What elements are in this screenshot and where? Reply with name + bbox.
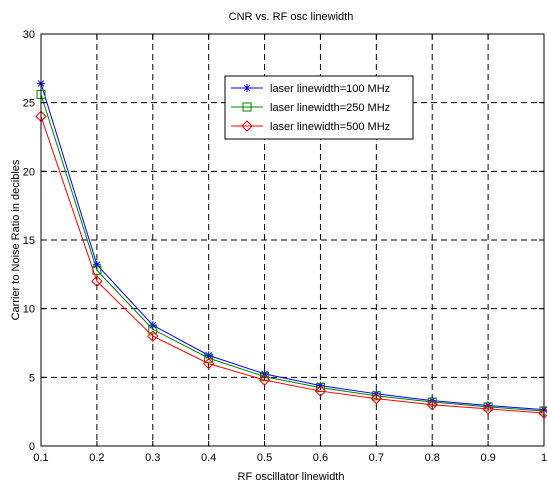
data-point-marker [371,391,381,401]
data-point-marker [427,397,437,407]
x-tick-label: 0.3 [145,452,160,464]
data-point-marker [260,369,269,378]
data-point-marker [204,351,213,360]
y-tick-label: 15 [23,235,35,247]
data-point-marker [92,260,101,269]
series-2 [36,89,547,416]
series-line [40,94,545,412]
legend-marker [241,120,253,132]
series-line [40,83,545,411]
y-tick-label: 25 [23,98,35,110]
legend-item: laser linewidth=500 MHz [231,120,390,133]
legend: laser linewidth=100 MHz laser linewidth=2… [224,75,414,140]
x-tick-label: 0.7 [369,452,384,464]
x-tick-label: 0.8 [425,452,440,464]
y-tick-label: 5 [29,372,35,384]
x-tick-label: 0.2 [89,452,104,464]
y-axis-label: Carrier to Noise Ratio in decibles [10,159,22,320]
data-point-marker [147,330,159,342]
x-axis-label: RF oscillator linewidth [238,471,345,483]
y-tick-label: 10 [23,304,35,316]
legend-label: laser linewidth=250 MHz [270,102,390,114]
data-point-marker [370,392,383,405]
y-tick-label: 20 [23,166,35,178]
data-point-marker [204,353,214,363]
data-point-marker [260,372,270,382]
data-point-marker [91,275,103,287]
data-point-marker [314,385,327,397]
data-point-marker [148,324,158,334]
data-point-marker [426,399,438,411]
data-point-marker [258,374,271,386]
data-point-marker [482,403,494,415]
y-tick-label: 30 [23,29,35,41]
data-point-marker [483,402,493,412]
legend-item: laser linewidth=100 MHz [231,83,390,95]
x-tick-label: 0.4 [201,452,216,464]
legend-item: laser linewidth=250 MHz [231,102,390,114]
legend-marker [243,84,251,92]
legend-label: laser linewidth=100 MHz [270,83,390,95]
chart-title: CNR vs. RF osc linewidth [229,11,354,23]
x-tick-label: 1 [541,452,547,464]
series-3 [35,110,547,419]
x-tick-label: 0.5 [257,452,272,464]
data-point-marker [202,357,215,370]
data-point-marker [484,401,493,410]
y-tick-label: 0 [29,441,35,453]
series-line [40,116,545,414]
data-point-marker [428,396,437,405]
x-tick-label: 0.6 [313,452,328,464]
data-point-marker [315,383,325,393]
legend-label: laser linewidth=500 MHz [270,121,390,133]
x-tick-label: 0.1 [33,452,48,464]
legend-marker [242,102,252,112]
x-tick-label: 0.9 [480,452,495,464]
